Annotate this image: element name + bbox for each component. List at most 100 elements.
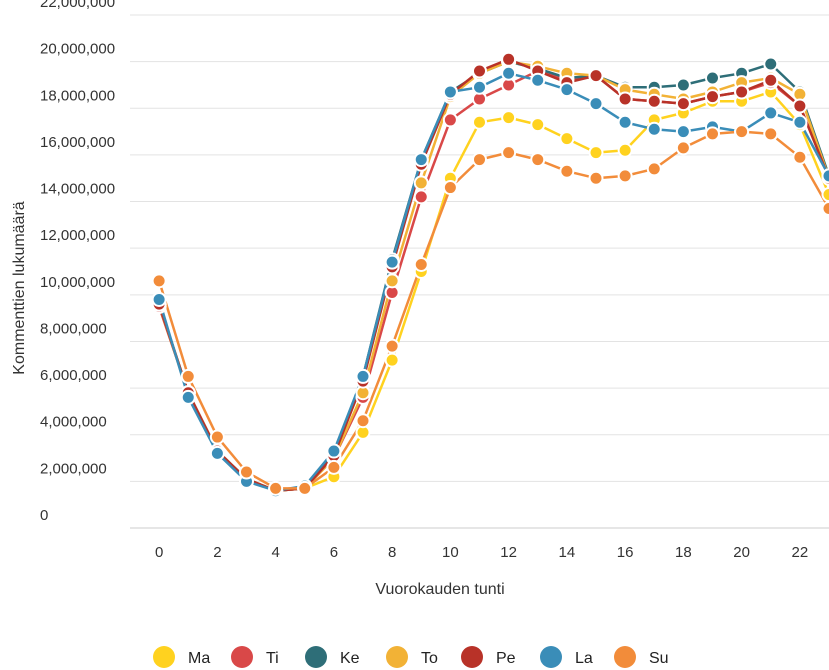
data-point-ma [588, 145, 604, 161]
x-tick-label: 6 [330, 544, 338, 561]
y-tick-label: 18,000,000 [40, 87, 115, 104]
series-line-la [157, 72, 829, 492]
y-tick-label: 0 [40, 507, 48, 524]
data-point-su [792, 149, 808, 165]
data-point-su [442, 180, 458, 196]
data-point-la [442, 84, 458, 100]
data-point-ti [413, 189, 429, 205]
data-point-su [501, 145, 517, 161]
data-point-pe [675, 96, 691, 112]
data-point-la [675, 124, 691, 140]
legend-swatch-ke [305, 646, 327, 668]
data-point-su [268, 480, 284, 496]
x-tick-label: 4 [271, 544, 279, 561]
data-point-la [355, 368, 371, 384]
data-point-su [413, 257, 429, 273]
x-tick-label: 14 [559, 544, 576, 561]
data-point-pe [705, 89, 720, 105]
data-point-su [297, 480, 313, 496]
data-point-la [326, 443, 342, 459]
data-point-ma [501, 110, 517, 126]
series-line-ti [157, 69, 829, 492]
legend-swatch-ti [231, 646, 253, 668]
legend-swatch-su [614, 646, 636, 668]
x-tick-label: 20 [733, 544, 750, 561]
data-point-la [472, 79, 487, 95]
data-point-pe [792, 98, 808, 114]
y-tick-label: 14,000,000 [40, 181, 115, 198]
x-tick-label: 2 [213, 544, 221, 561]
y-axis-title: Kommenttien lukumäärä [11, 201, 28, 375]
x-axis-ticks: 0 2 4 6 8 10 12 14 16 18 20 22 [155, 544, 808, 561]
data-point-pe [763, 72, 779, 88]
data-point-to [413, 175, 429, 191]
data-point-su [705, 126, 720, 142]
data-point-su [472, 152, 487, 168]
data-point-la [151, 291, 167, 307]
y-tick-label: 4,000,000 [40, 414, 107, 431]
x-tick-label: 12 [500, 544, 517, 561]
x-tick-label: 8 [388, 544, 396, 561]
data-point-su [326, 459, 342, 475]
data-point-la [413, 152, 429, 168]
y-tick-label: 16,000,000 [40, 134, 115, 151]
data-point-la [501, 65, 517, 81]
data-point-la [763, 105, 779, 121]
legend: Ma Ti Ke To Pe La Su [153, 646, 669, 668]
x-tick-label: 16 [617, 544, 634, 561]
x-tick-label: 10 [442, 544, 459, 561]
data-point-su [530, 152, 546, 168]
data-point-la [588, 96, 604, 112]
y-tick-label: 10,000,000 [40, 274, 115, 291]
data-point-su [675, 140, 691, 156]
data-point-la [384, 254, 400, 270]
data-point-ma [530, 117, 546, 133]
data-point-su [384, 338, 400, 354]
legend-swatch-la [540, 646, 562, 668]
legend-label-ke: Ke [340, 650, 360, 667]
y-tick-label: 8,000,000 [40, 320, 107, 337]
data-point-su [180, 368, 196, 384]
legend-label-pe: Pe [496, 650, 516, 667]
data-point-su [646, 161, 662, 177]
data-point-pe [646, 93, 662, 109]
data-point-su [821, 201, 829, 217]
legend-label-ma: Ma [188, 650, 210, 667]
series-lines [157, 58, 829, 492]
data-point-la [821, 168, 829, 184]
data-point-su [588, 170, 604, 186]
data-point-la [180, 389, 196, 405]
x-tick-label: 22 [792, 544, 809, 561]
data-point-su [559, 163, 575, 179]
data-point-ke [675, 77, 691, 93]
series-line-to [157, 60, 829, 492]
x-axis-title: Vuorokauden tunti [375, 581, 504, 598]
y-tick-label: 22,000,000 [40, 0, 115, 11]
data-point-ma [384, 352, 400, 368]
series-line-ke [157, 60, 829, 492]
y-axis-ticks: 0 2,000,000 4,000,000 6,000,000 8,000,000 10,… [40, 0, 115, 524]
data-point-to [384, 273, 400, 289]
data-point-su [239, 464, 254, 480]
data-point-la [209, 445, 225, 461]
series-points [151, 51, 829, 499]
y-tick-label: 6,000,000 [40, 367, 107, 384]
data-point-su [763, 126, 779, 142]
data-point-ke [763, 56, 779, 72]
legend-label-su: Su [649, 650, 669, 667]
data-point-la [530, 72, 546, 88]
data-point-pe [501, 51, 517, 67]
data-point-ma [821, 187, 829, 203]
data-point-su [209, 429, 225, 445]
x-tick-label: 0 [155, 544, 163, 561]
y-tick-label: 2,000,000 [40, 460, 107, 477]
series-line-pe [157, 58, 829, 492]
data-point-pe [617, 91, 633, 107]
y-tick-label: 20,000,000 [40, 41, 115, 58]
data-point-la [617, 114, 633, 130]
data-point-su [355, 413, 371, 429]
legend-label-to: To [421, 650, 438, 667]
data-point-ma [617, 142, 633, 158]
data-point-la [792, 114, 808, 130]
